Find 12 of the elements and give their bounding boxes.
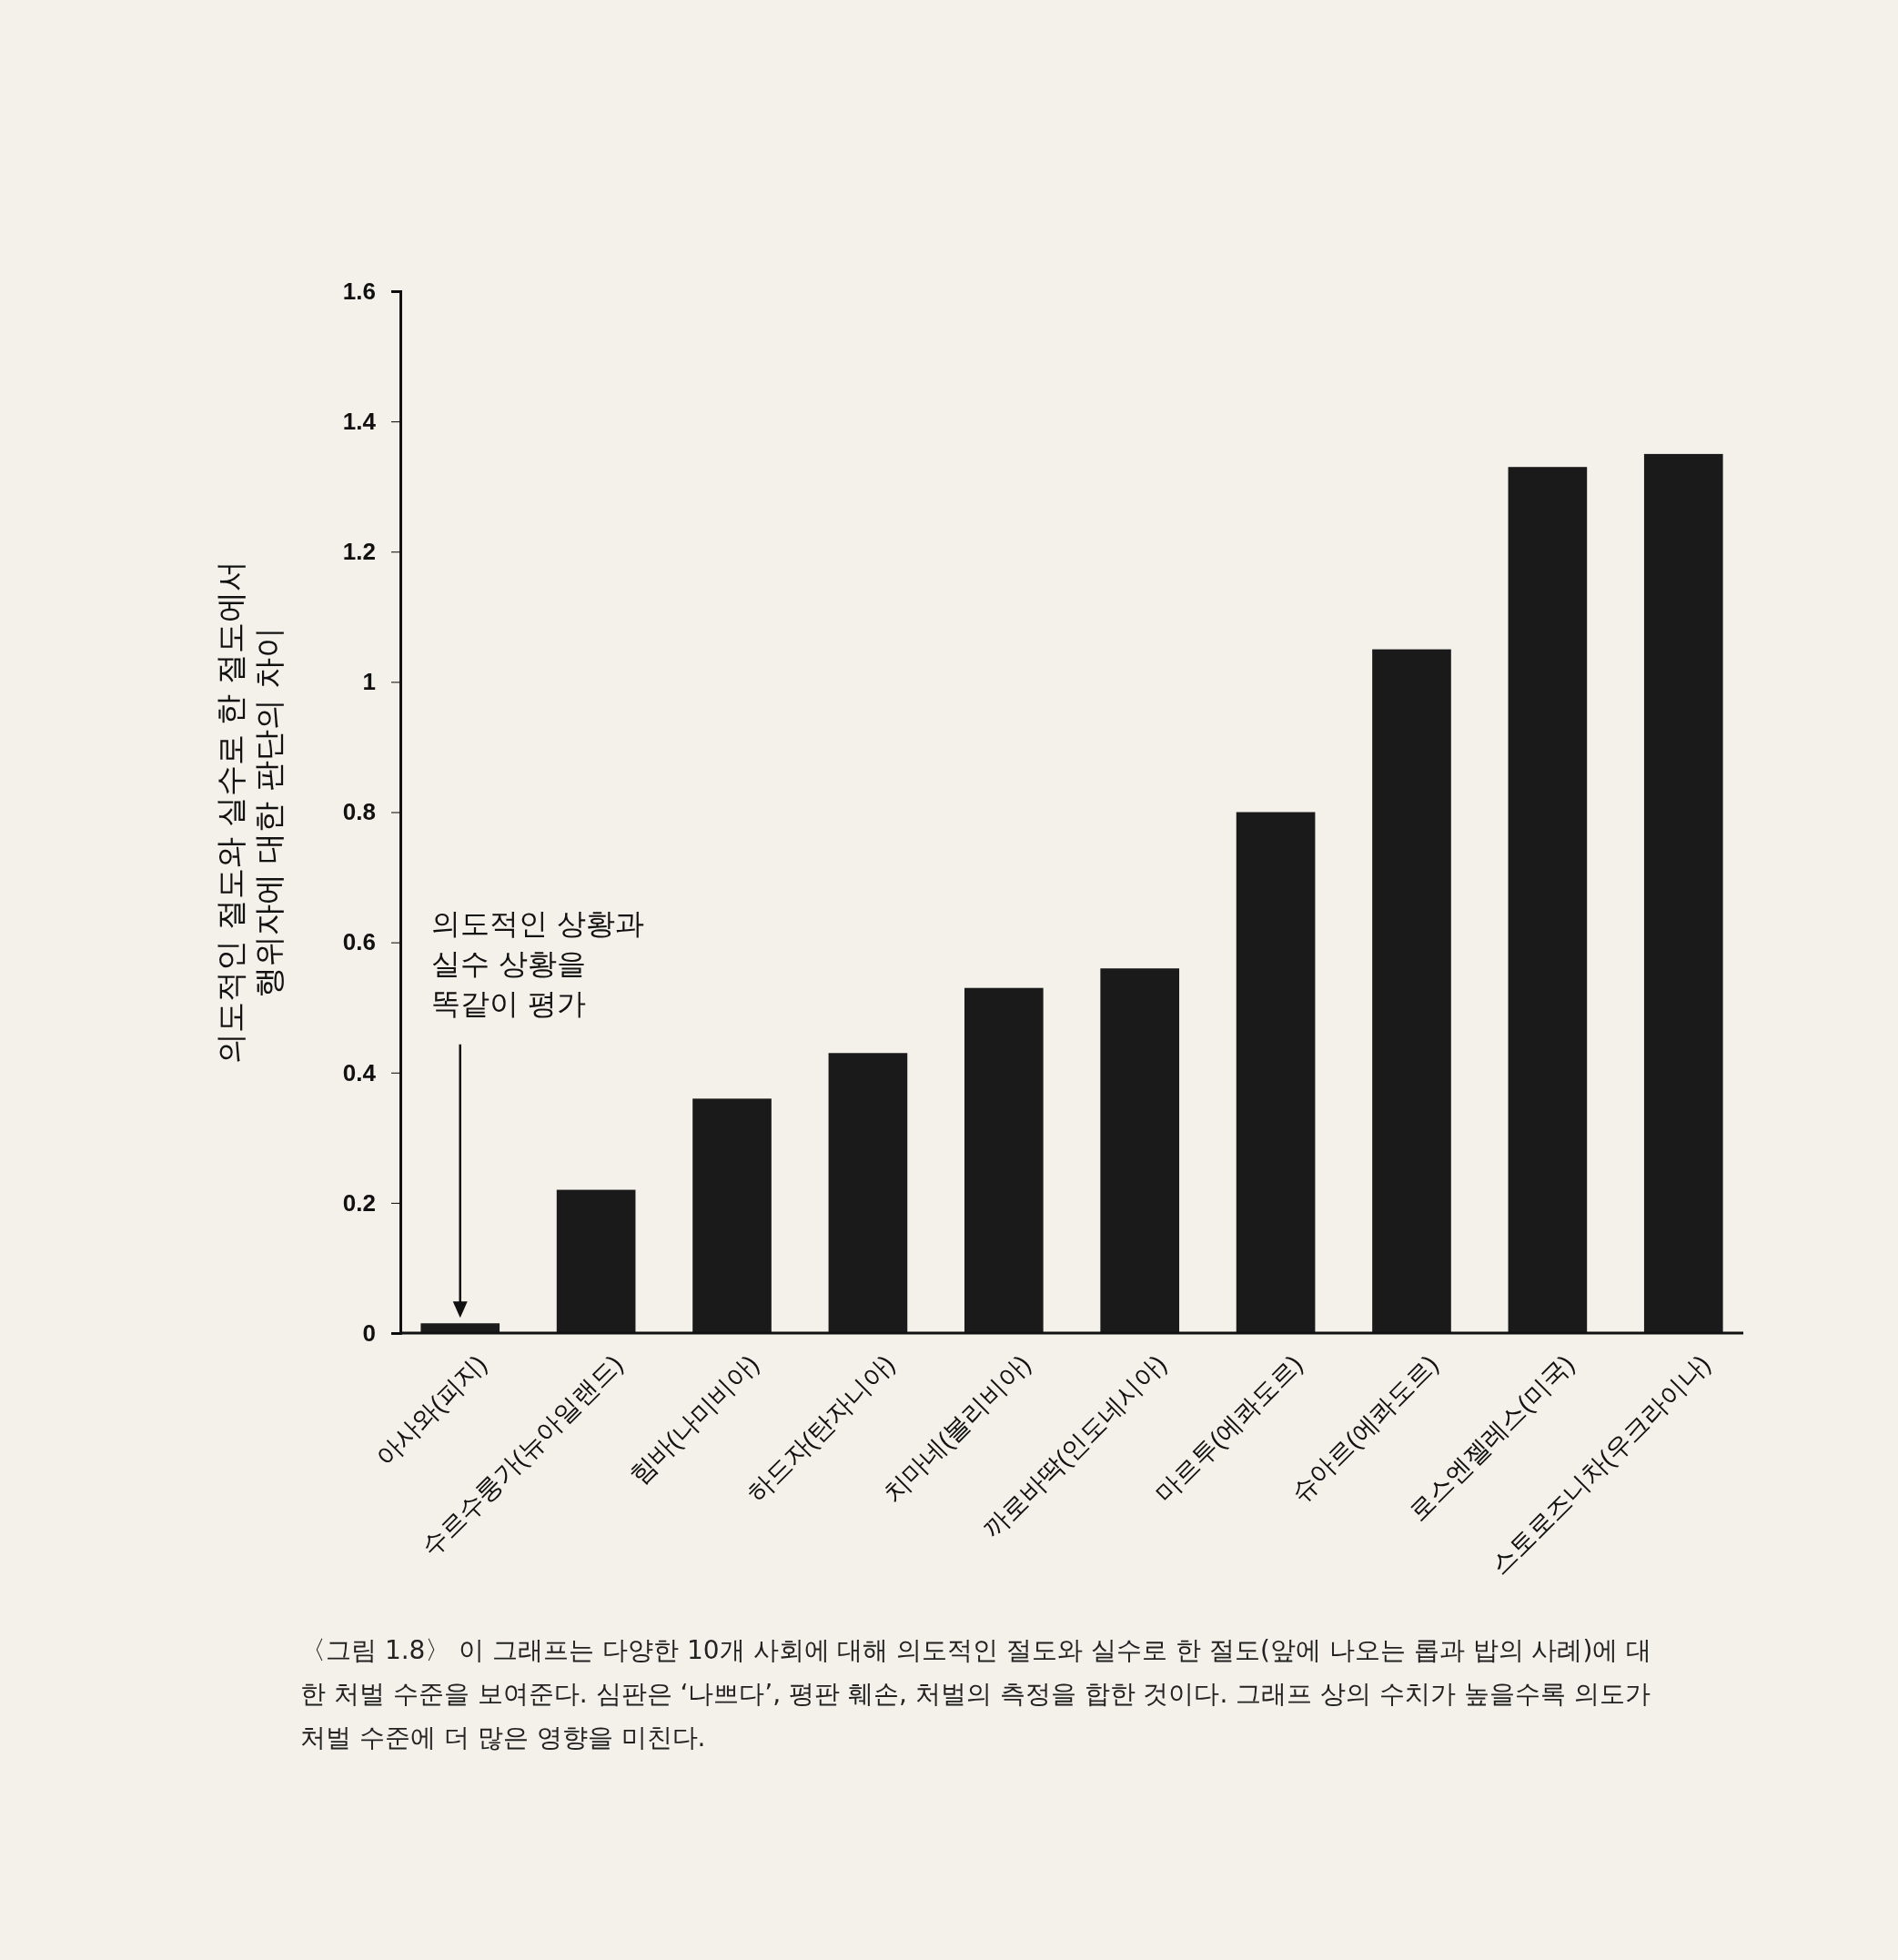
- y-tick-label: 0.8: [342, 798, 376, 826]
- annotation: 의도적인 상황과 실수 상황을 똑같이 평가: [430, 905, 644, 1021]
- text: 〈그림 1.8〉 이 그래프는 다양한 10개 사회에 대해 의도적인 절도와 실수로 한 절도(앞에 나오는 롭과 밥의 사례)에 대한 처벌 수준을 보여준다. 심판은 ‘나쁘다’, 평판 훼손, 처벌의 측정을 합한 것이다. 그래프 상의 수치가 높을수록 의도가 처벌 수준에 더 많은 영향을 미친다.: [300, 1634, 1653, 1754]
- y-tick-label: 0.6: [342, 928, 376, 956]
- y-tick-label: 0.4: [342, 1058, 377, 1086]
- y-tick-label: 1.2: [342, 538, 376, 566]
- y-tick-label: 1.6: [342, 277, 376, 305]
- y-tick-label: 0: [362, 1318, 376, 1347]
- y-tick-label: 0.2: [342, 1188, 376, 1217]
- y-axis-title: 의도적인 절도와 실수로 한 절도에서 행위자에 대한 판단의 차이: [212, 560, 287, 1065]
- y-tick-label: 1.4: [342, 407, 377, 435]
- y-tick-label: 1: [362, 668, 376, 696]
